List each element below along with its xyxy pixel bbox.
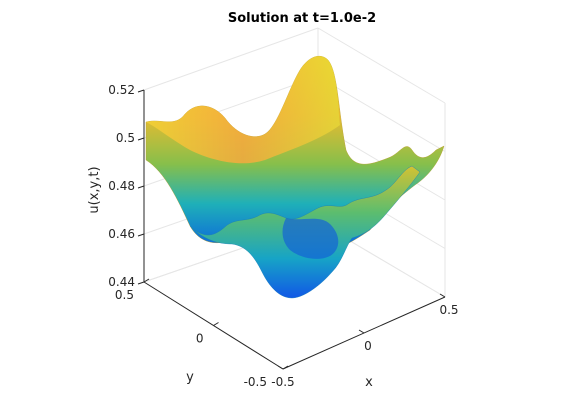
y-tick-label: 0.5 (115, 288, 134, 302)
y-tick-mark (213, 322, 219, 326)
z-tick-mark (137, 89, 145, 93)
y-tick-mark (143, 278, 150, 283)
z-tick-mark (137, 233, 145, 237)
surface-mesh (145, 56, 445, 299)
x-tick-mark (277, 365, 284, 370)
z-tick-label: 0.5 (116, 131, 135, 145)
y-tick-label: 0 (196, 332, 204, 346)
z-tick-label: 0.44 (108, 275, 135, 289)
z-tick-mark (137, 281, 145, 285)
x-tick-label: -0.5 (271, 375, 294, 389)
x-tick-mark (439, 293, 446, 298)
x-tick-label: 0.5 (439, 303, 458, 317)
z-gridline (317, 27, 446, 104)
axes-ticks: 0.44 0.46 0.48 0.5 0.52 0.5 0 -0.5 -0.5 0 0.5 (108, 83, 458, 389)
x-tick-mark (358, 329, 365, 334)
z-tick-label: 0.48 (108, 179, 135, 193)
z-tick-mark (137, 137, 145, 141)
x-tick-label: 0 (364, 339, 372, 353)
x-axis-label: x (365, 375, 373, 390)
y-axis-label: y (186, 370, 194, 385)
y-tick-mark (282, 365, 289, 370)
z-tick-mark (137, 185, 145, 189)
z-tick-label: 0.46 (108, 227, 135, 241)
chart-title: Solution at t=1.0e-2 (228, 11, 376, 26)
z-tick-label: 0.52 (108, 83, 135, 97)
z-axis-label: u(x,y,t) (87, 166, 102, 213)
z-gridline (143, 27, 319, 91)
z-gridline (317, 76, 446, 152)
y-tick-label: -0.5 (244, 375, 267, 389)
